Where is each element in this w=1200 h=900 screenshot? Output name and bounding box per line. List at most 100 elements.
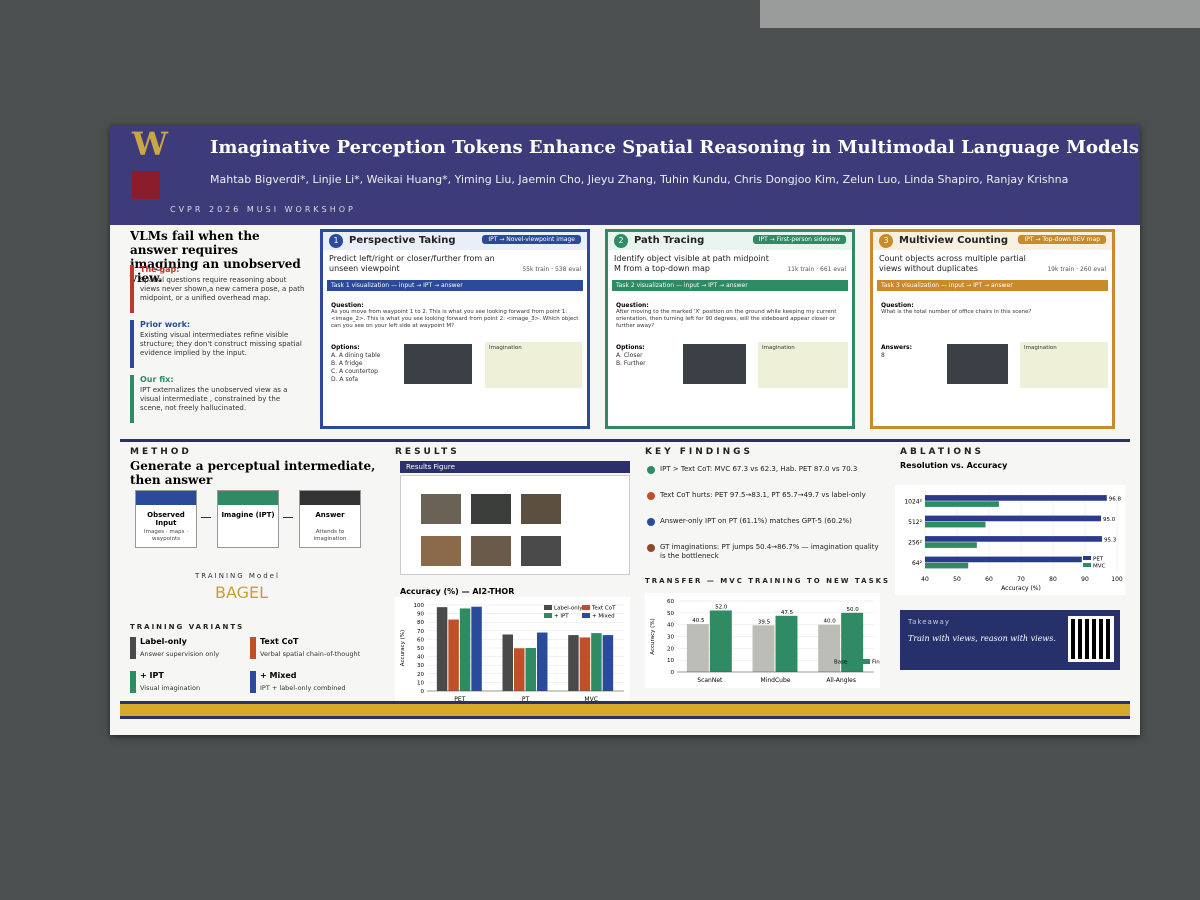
options-label: Options:: [616, 344, 645, 351]
task-desc: Count objects across multiple partial vi…: [879, 254, 1026, 273]
imagination-label: Imagination: [489, 345, 522, 351]
imagination-panel: Imagination: [758, 342, 848, 388]
y-tick-label: 60: [667, 599, 674, 605]
bar: [471, 606, 482, 691]
viz-strip: Task 3 visualization — input → IPT → ans…: [877, 280, 1108, 291]
image: [946, 344, 1008, 384]
bar: [709, 610, 732, 672]
step-box: Observed Input Images · maps · waypoints: [135, 490, 197, 548]
y-tick-label: 20: [417, 672, 424, 678]
task-desc: Predict left/right or closer/further fro…: [329, 254, 495, 273]
step-label: Imagine (IPT): [221, 511, 275, 519]
variants-title: TRAINING VARIANTS: [130, 623, 245, 631]
value-label: 96.8: [1109, 496, 1122, 502]
step-label: Answer: [315, 511, 345, 519]
legend-label: Label-only: [554, 606, 583, 612]
y-tick-label: 0: [421, 689, 425, 695]
y-tick-label: 40: [417, 655, 424, 661]
y-axis-label: Accuracy (%): [650, 618, 656, 654]
option: B. A fridge: [331, 360, 363, 367]
variant-name: + IPT: [140, 671, 164, 680]
imagination-panel: Imagination: [485, 342, 583, 388]
bar: [448, 619, 459, 691]
value-label: 40.0: [824, 619, 837, 625]
legend-label: MVC: [1093, 564, 1106, 570]
legend-swatch: [544, 605, 552, 610]
question: After moving to the marked 'X' position …: [616, 309, 837, 329]
image: [404, 344, 472, 384]
y-tick-label: 90: [417, 612, 424, 618]
model-name: BAGEL: [215, 583, 269, 602]
y-tick-label: 10: [667, 658, 674, 664]
bar: [459, 608, 471, 691]
legend-swatch: [582, 613, 590, 618]
legend-label: + IPT: [554, 614, 569, 620]
thumb: [421, 536, 461, 566]
arrow: [201, 517, 211, 528]
task-card: 1 Perspective Taking IPT → Novel-viewpoint…: [320, 229, 590, 429]
task-name: Perspective Taking: [349, 235, 456, 246]
value-label: 39.5: [758, 619, 771, 625]
bar: [536, 632, 548, 691]
legend-label: + Mixed: [592, 614, 615, 620]
thumb: [421, 494, 461, 524]
step-sub: Attends to imagination: [313, 529, 347, 542]
step-head: [136, 491, 196, 505]
header: [110, 125, 1140, 225]
variant-desc: Verbal spatial chain-of-thought: [260, 650, 361, 658]
lab-icon: [132, 171, 160, 199]
y-tick-label: 64²: [912, 560, 923, 567]
point-label: The gap:: [140, 265, 180, 274]
bar: [591, 633, 602, 691]
bar: [925, 542, 977, 548]
option: A. A dining table: [331, 352, 381, 359]
section-label: ABLATIONS: [900, 447, 984, 457]
legend-swatch: [582, 605, 590, 610]
value-label: 50.0: [847, 607, 860, 613]
option: 8: [881, 352, 885, 359]
y-tick-label: 30: [417, 663, 424, 669]
intro-heading: VLMs fail when the answer requires imagi…: [130, 229, 301, 285]
frame-edge: [760, 0, 1200, 28]
point-label: Prior work:: [140, 320, 191, 329]
variant-swatch: [250, 637, 256, 659]
imagination-label: Imagination: [762, 345, 795, 351]
x-tick-label: PET: [454, 696, 465, 703]
y-tick-label: 1024²: [904, 498, 922, 505]
imagination-label: Imagination: [1024, 345, 1057, 351]
training-label: TRAINING Model: [195, 572, 280, 580]
y-tick-label: 10: [417, 680, 424, 686]
bar: [514, 648, 525, 691]
variant-name: Text CoT: [260, 637, 299, 646]
takeaway-label: Takeaway: [908, 618, 950, 626]
bar: [686, 624, 709, 672]
x-tick-label: 80: [1049, 576, 1057, 583]
point-text: Existing visual intermediates refine vis…: [140, 331, 302, 357]
bar: [525, 648, 536, 691]
step-label: Observed Input: [147, 511, 185, 527]
bottom-bar: [120, 701, 1130, 719]
section-label: KEY FINDINGS: [645, 447, 754, 457]
chart-title: TRANSFER — MVC TRAINING TO NEW TASKS: [645, 577, 891, 585]
step-sub: Images · maps · waypoints: [144, 529, 188, 542]
step-box: Imagine (IPT): [217, 490, 279, 548]
x-tick-label: 60: [985, 576, 993, 583]
x-tick-label: ScanNet: [697, 677, 723, 684]
accent-bar: [130, 265, 134, 313]
legend-label: Fine-tuned: [872, 660, 880, 666]
logo: W: [132, 125, 168, 163]
step-head: [300, 491, 360, 505]
y-tick-label: 100: [414, 603, 425, 609]
task-tag: IPT → Novel-viewpoint image: [482, 235, 581, 244]
question: As you move from waypoint 1 to 2. This i…: [331, 309, 579, 329]
accent-bar: [130, 375, 134, 423]
chart: 0 10 20 30 40 50 60 Accuracy (%) ScanNet 40.5 52.0…: [645, 593, 880, 688]
x-tick-label: 90: [1081, 576, 1089, 583]
step-box: Answer Attends to imagination: [299, 490, 361, 548]
y-tick-label: 80: [417, 620, 424, 626]
task-desc: Identify object visible at path midpoint…: [614, 254, 769, 273]
task-card: 3 Multiview Counting IPT → Top-down BEV ma…: [870, 229, 1115, 429]
task-name: Path Tracing: [634, 235, 705, 246]
bar: [579, 637, 591, 691]
task-tag: IPT → First-person sideview: [752, 235, 846, 244]
